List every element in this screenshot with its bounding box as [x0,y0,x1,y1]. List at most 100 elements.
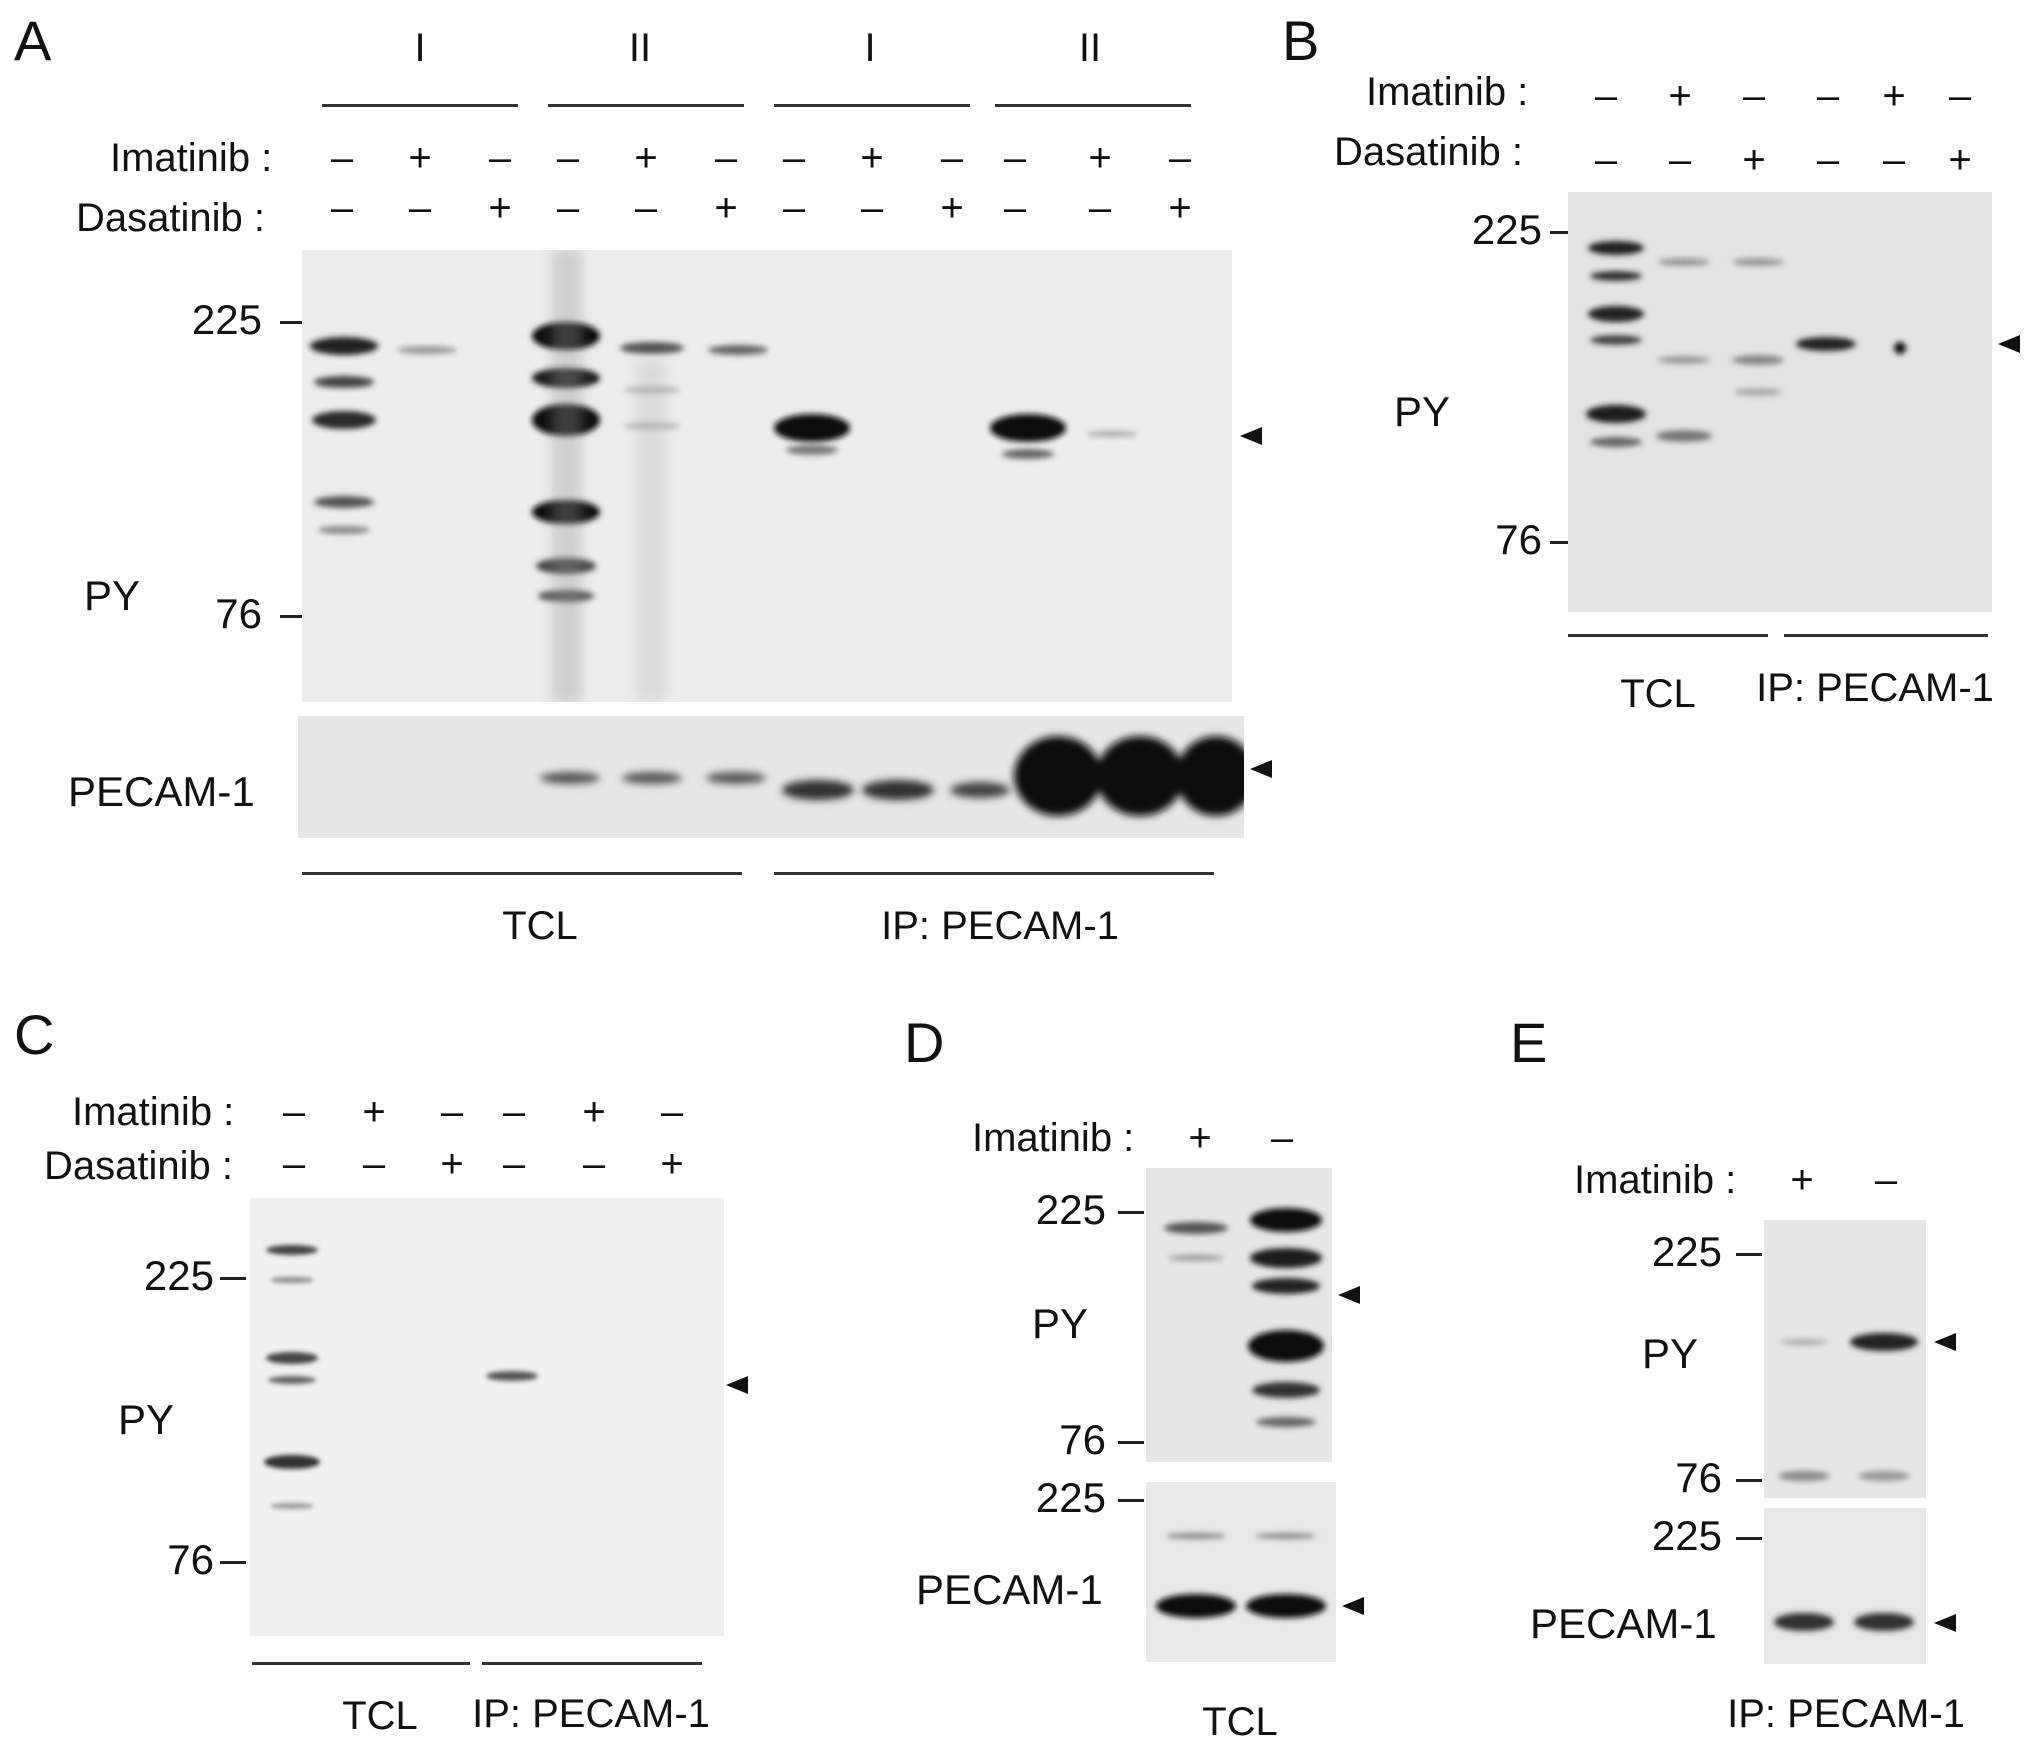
group-line [302,872,742,875]
mw-marker-225: 225 [1035,1186,1106,1233]
imatinib-label: Imatinib : [72,1090,235,1134]
mw-tick [1118,1441,1144,1444]
treatment-marker: – [582,1142,606,1186]
panel-label-a: A [14,9,52,72]
treatment-marker: – [1168,136,1192,180]
imatinib-label: Imatinib : [110,136,273,180]
treatment-marker: – [440,1090,464,1134]
arrow-icon [1998,335,2020,353]
panel-label-d: D [904,1011,945,1074]
treatment-marker: + [940,186,964,230]
bottom-label-tcl: TCL [1620,672,1696,716]
mw-marker-225: 225 [1651,1512,1722,1559]
group-label: II [1078,26,1102,70]
row-label-py: PY [1394,388,1451,435]
bottom-label-tcl: TCL [502,904,578,948]
group-line [322,104,518,107]
treatment-marker: – [1594,138,1618,182]
treatment-marker: – [1816,138,1840,182]
treatment-marker: – [660,1090,684,1134]
mw-tick [1118,1499,1144,1502]
arrow-icon [726,1376,748,1394]
treatment-marker: – [1270,1116,1294,1160]
imatinib-label: Imatinib : [1574,1158,1737,1202]
treatment-marker: – [1816,74,1840,118]
bottom-label-tcl: TCL [1202,1700,1278,1744]
treatment-marker: – [1742,74,1766,118]
bottom-label-tcl: TCL [342,1694,418,1738]
bottom-label-ip: IP: PECAM-1 [472,1692,710,1736]
treatment-marker: – [634,186,658,230]
blot-d-py [1146,1168,1332,1462]
treatment-marker: + [660,1142,684,1186]
treatment-marker: – [488,136,512,180]
treatment-marker: – [330,186,354,230]
treatment-marker: + [408,136,432,180]
mw-tick [1550,231,1576,234]
dasatinib-label: Dasatinib : [1334,130,1523,174]
blot-a-py [302,250,1232,702]
treatment-marker: – [1948,74,1972,118]
treatment-marker: + [1948,138,1972,182]
mw-tick [280,615,306,618]
group-line [995,104,1191,107]
panel-label-c: C [14,1003,55,1066]
mw-tick [220,1277,246,1280]
treatment-marker: – [1874,1158,1898,1202]
mw-tick [220,1561,246,1564]
group-line [252,1662,470,1665]
dasatinib-label: Dasatinib : [44,1144,233,1188]
imatinib-label: Imatinib : [1366,70,1529,114]
mw-marker-76: 76 [167,1536,214,1583]
treatment-marker: + [1088,136,1112,180]
mw-marker-76: 76 [215,590,262,637]
group-line [482,1662,702,1665]
treatment-marker: – [362,1142,386,1186]
mw-tick [1736,1253,1762,1256]
bottom-label-ip: IP: PECAM-1 [881,904,1119,948]
treatment-marker: + [1882,74,1906,118]
panel-label-b: B [1282,9,1320,72]
blot-d-pecam [1146,1482,1336,1662]
row-label-pecam: PECAM-1 [916,1566,1103,1613]
panel-label-e: E [1510,1011,1548,1074]
treatment-marker: + [1668,74,1692,118]
blot-a-pecam [298,716,1244,838]
treatment-marker: – [330,136,354,180]
treatment-marker: + [440,1142,464,1186]
treatment-marker: – [408,186,432,230]
arrow-icon [1934,1614,1956,1632]
treatment-marker: + [582,1090,606,1134]
row-label-py: PY [1032,1300,1089,1347]
group-label: I [864,26,876,70]
group-label: II [628,26,652,70]
mw-marker-225: 225 [143,1252,214,1299]
mw-marker-225: 225 [1651,1228,1722,1275]
treatment-marker: – [782,136,806,180]
treatment-marker: – [782,186,806,230]
treatment-marker: + [1188,1116,1212,1160]
dasatinib-label: Dasatinib : [76,196,265,240]
treatment-marker: + [1790,1158,1814,1202]
mw-marker-76: 76 [1675,1454,1722,1501]
group-label: I [414,26,426,70]
arrow-icon [1250,760,1272,778]
mw-tick [280,321,306,324]
treatment-marker: – [860,186,884,230]
treatment-marker: – [556,136,580,180]
row-label-pecam: PECAM-1 [68,768,255,815]
mw-marker-225: 225 [1035,1474,1106,1521]
treatment-marker: + [1742,138,1766,182]
treatment-marker: – [282,1142,306,1186]
mw-tick [1118,1211,1144,1214]
blot-b-py [1568,192,1992,612]
treatment-marker: – [282,1090,306,1134]
treatment-marker: + [362,1090,386,1134]
treatment-marker: + [488,186,512,230]
treatment-marker: – [1882,138,1906,182]
group-line [774,104,970,107]
treatment-marker: – [1003,186,1027,230]
mw-tick [1550,541,1576,544]
arrow-icon [1240,427,1262,445]
treatment-marker: – [502,1142,526,1186]
